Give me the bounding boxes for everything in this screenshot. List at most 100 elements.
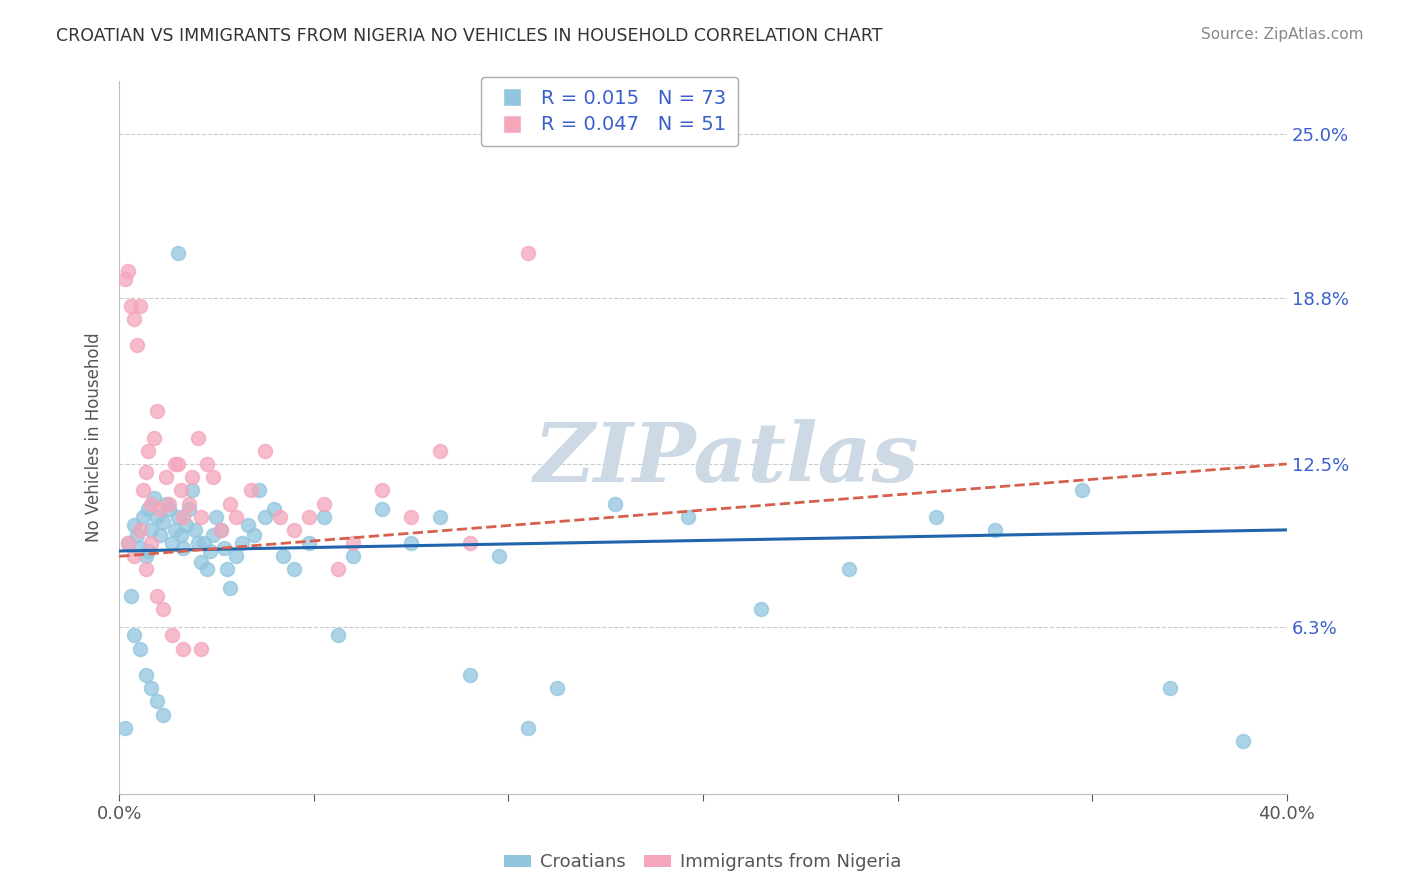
Point	[141, 536, 163, 550]
Point	[141, 496, 163, 510]
Point	[399, 536, 422, 550]
Point	[128, 299, 150, 313]
Point	[184, 523, 207, 537]
Point	[217, 562, 239, 576]
Point	[141, 681, 163, 695]
Point	[342, 549, 364, 564]
Point	[120, 589, 142, 603]
Point	[172, 541, 194, 556]
Point	[328, 562, 350, 576]
Point	[117, 264, 139, 278]
Point	[146, 589, 169, 603]
Point	[122, 517, 145, 532]
Point	[166, 457, 188, 471]
Point	[1071, 483, 1094, 498]
Point	[128, 523, 150, 537]
Point	[298, 509, 321, 524]
Point	[181, 470, 204, 484]
Point	[283, 523, 305, 537]
Point	[254, 443, 277, 458]
Point	[135, 668, 157, 682]
Point	[209, 523, 232, 537]
Point	[984, 523, 1007, 537]
Point	[219, 581, 242, 595]
Point	[152, 515, 174, 529]
Point	[146, 509, 169, 524]
Point	[225, 509, 247, 524]
Point	[146, 694, 169, 708]
Point	[516, 721, 538, 735]
Point	[163, 457, 186, 471]
Point	[678, 509, 700, 524]
Point	[838, 562, 860, 576]
Text: Source: ZipAtlas.com: Source: ZipAtlas.com	[1201, 27, 1364, 42]
Point	[169, 483, 191, 498]
Point	[458, 668, 481, 682]
Point	[157, 496, 180, 510]
Point	[239, 483, 262, 498]
Point	[176, 517, 198, 532]
Point	[149, 528, 172, 542]
Point	[172, 641, 194, 656]
Text: CROATIAN VS IMMIGRANTS FROM NIGERIA NO VEHICLES IN HOUSEHOLD CORRELATION CHART: CROATIAN VS IMMIGRANTS FROM NIGERIA NO V…	[56, 27, 883, 45]
Point	[146, 404, 169, 418]
Point	[125, 338, 148, 352]
Point	[231, 536, 253, 550]
Point	[125, 528, 148, 542]
Point	[138, 544, 160, 558]
Point	[138, 443, 160, 458]
Point	[117, 536, 139, 550]
Point	[1232, 734, 1254, 748]
Point	[371, 501, 394, 516]
Legend: Croatians, Immigrants from Nigeria: Croatians, Immigrants from Nigeria	[498, 847, 908, 879]
Point	[114, 272, 136, 286]
Point	[458, 536, 481, 550]
Point	[157, 501, 180, 516]
Point	[155, 470, 177, 484]
Point	[122, 628, 145, 642]
Point	[195, 562, 218, 576]
Point	[135, 549, 157, 564]
Point	[131, 509, 153, 524]
Point	[114, 721, 136, 735]
Point	[371, 483, 394, 498]
Point	[488, 549, 510, 564]
Point	[187, 536, 209, 550]
Point	[190, 641, 212, 656]
Point	[122, 311, 145, 326]
Point	[225, 549, 247, 564]
Point	[342, 536, 364, 550]
Point	[138, 501, 160, 516]
Y-axis label: No Vehicles in Household: No Vehicles in Household	[86, 333, 103, 542]
Point	[141, 523, 163, 537]
Point	[131, 483, 153, 498]
Point	[149, 501, 172, 516]
Point	[160, 536, 183, 550]
Point	[201, 470, 224, 484]
Point	[163, 523, 186, 537]
Point	[201, 528, 224, 542]
Point	[190, 555, 212, 569]
Point	[179, 501, 201, 516]
Text: ZIPatlas: ZIPatlas	[534, 419, 920, 499]
Point	[152, 707, 174, 722]
Point	[298, 536, 321, 550]
Point	[328, 628, 350, 642]
Point	[117, 536, 139, 550]
Point	[166, 509, 188, 524]
Point	[143, 431, 166, 445]
Point	[128, 641, 150, 656]
Point	[312, 509, 335, 524]
Point	[172, 509, 194, 524]
Point	[120, 299, 142, 313]
Point	[209, 523, 232, 537]
Point	[236, 517, 259, 532]
Point	[399, 509, 422, 524]
Point	[187, 431, 209, 445]
Point	[135, 562, 157, 576]
Point	[190, 509, 212, 524]
Point	[204, 509, 226, 524]
Point	[1159, 681, 1181, 695]
Point	[247, 483, 270, 498]
Point	[155, 496, 177, 510]
